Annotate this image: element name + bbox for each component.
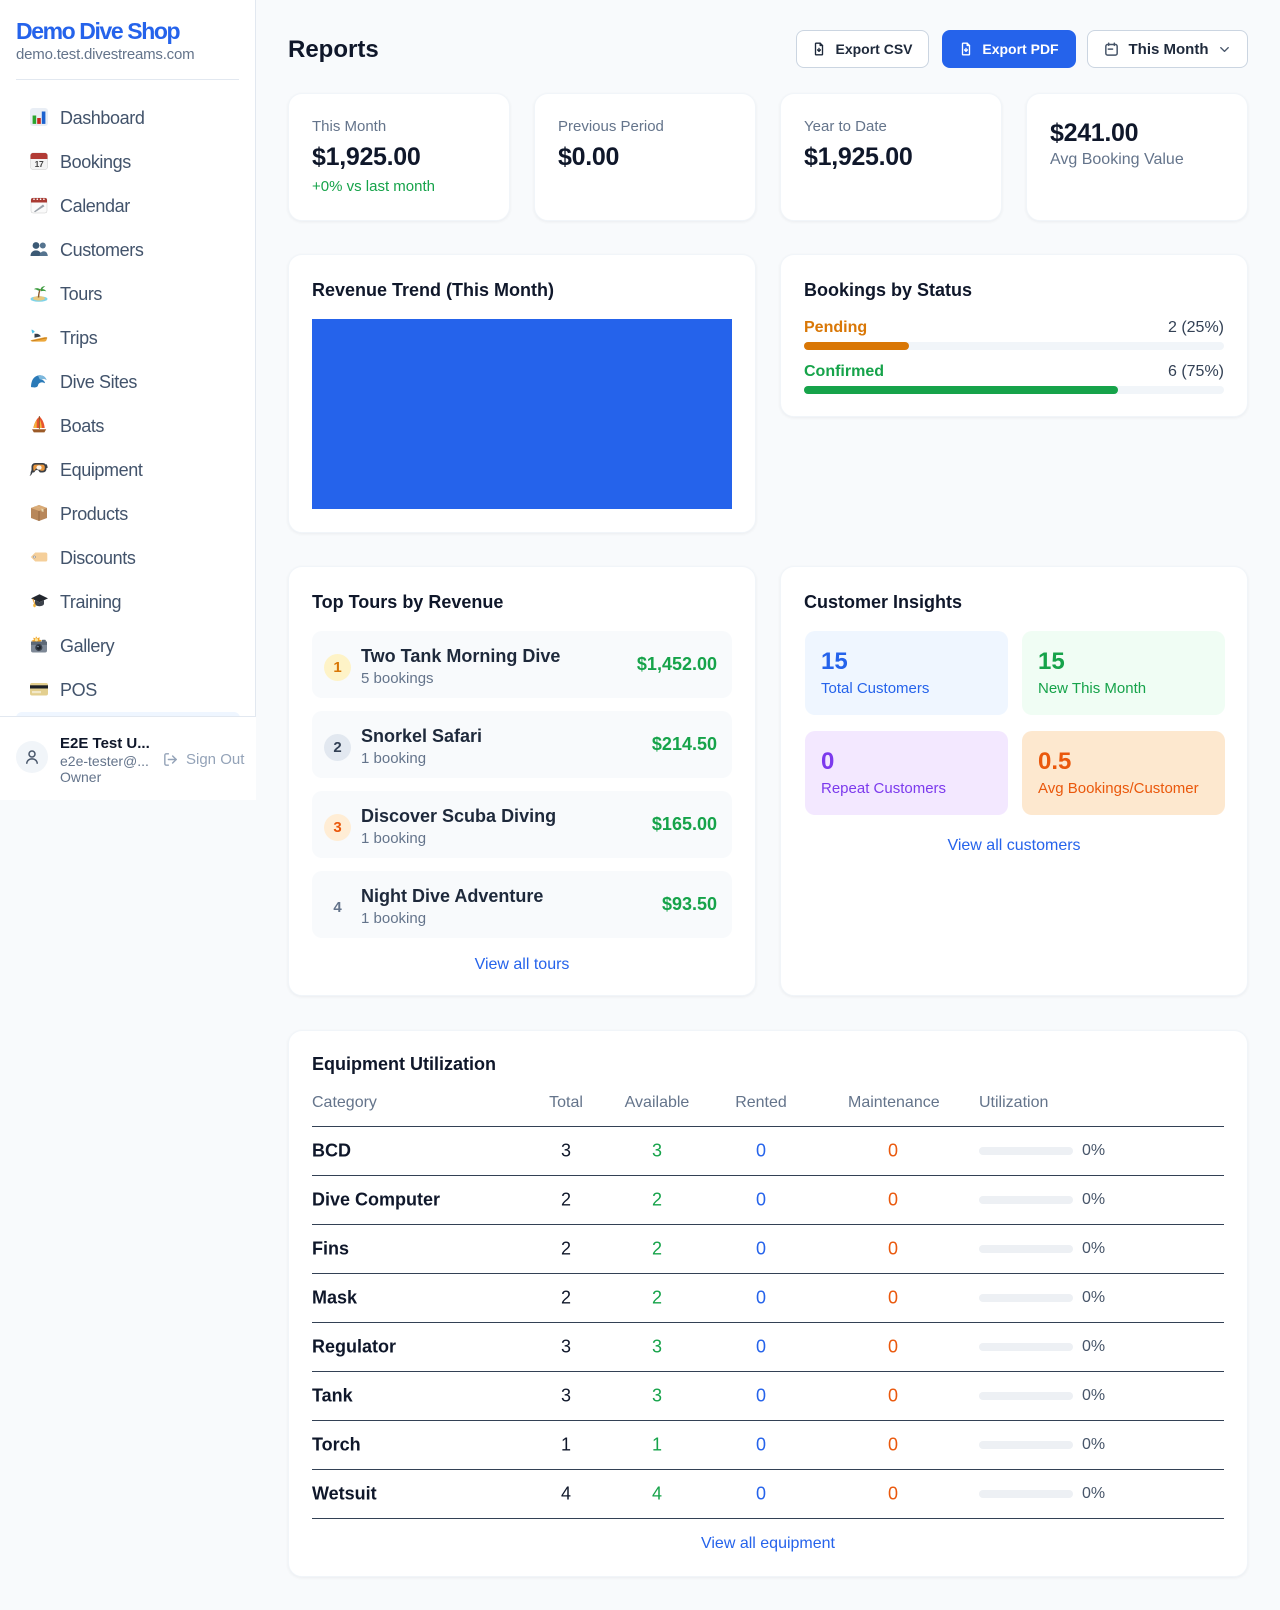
svg-text:17: 17 xyxy=(35,159,44,169)
